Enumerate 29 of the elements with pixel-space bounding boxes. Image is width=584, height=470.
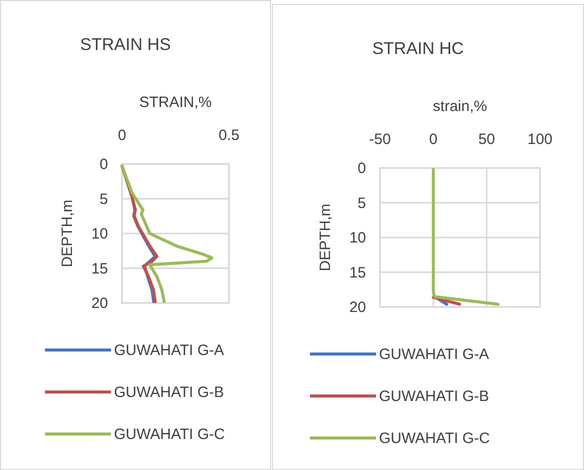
y-tick-label: 0: [100, 156, 108, 173]
x-tick-label: 0: [429, 131, 438, 148]
x-axis-title: strain,%: [432, 98, 488, 115]
x-tick-label: -50: [369, 131, 391, 148]
y-tick-label: 15: [349, 264, 366, 282]
legend-label: GUWAHATI G-B: [379, 388, 489, 405]
chart-title: STRAIN HC: [372, 39, 464, 58]
legend-label: GUWAHATI G-B: [114, 384, 224, 401]
legend-label: GUWAHATI G-A: [114, 342, 224, 359]
y-tick-label: 10: [349, 230, 366, 246]
line-series: [432, 168, 500, 306]
x-tick-label: 0.5: [218, 127, 240, 144]
x-tick-label: 0: [118, 127, 126, 144]
y-tick-label: 20: [349, 299, 366, 316]
x-tick-label: 100: [527, 131, 553, 148]
x-tick-label: 50: [478, 131, 496, 148]
legend-label: GUWAHATI G-C: [114, 426, 225, 443]
x-axis-title: STRAIN,%: [139, 94, 212, 111]
y-tick-label: 5: [358, 194, 366, 212]
legend-label: GUWAHATI G-A: [379, 346, 489, 363]
chart-title: STRAIN HS: [80, 35, 171, 54]
y-tick-label: 10: [91, 226, 108, 242]
y-axis-title: DEPTH,m: [59, 200, 76, 268]
y-tick-label: 0: [358, 160, 366, 177]
y-tick-label: 15: [91, 260, 108, 278]
y-tick-label: 20: [91, 295, 108, 312]
y-tick-label: 5: [100, 190, 108, 208]
legend-label: GUWAHATI G-C: [379, 430, 490, 447]
y-axis-title: DEPTH,m: [317, 204, 334, 272]
